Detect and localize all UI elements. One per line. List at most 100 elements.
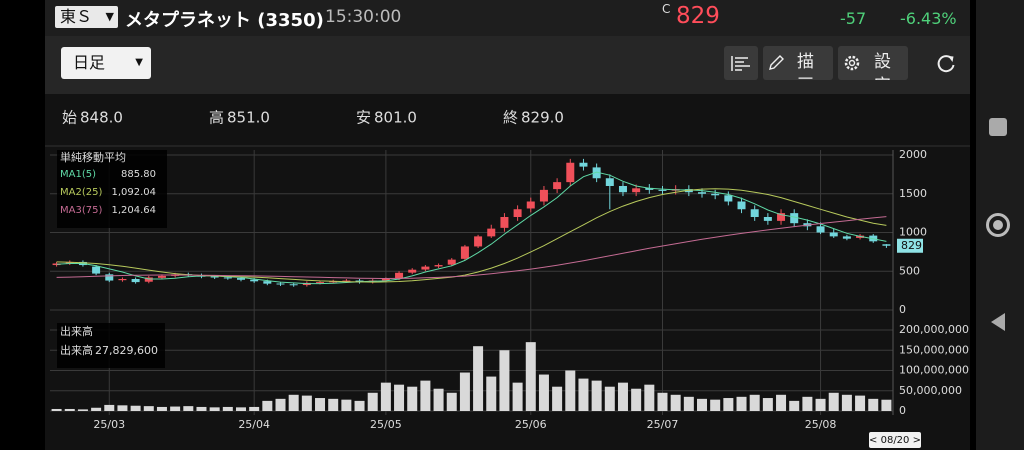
volume-bar	[710, 399, 721, 411]
volume-bar	[341, 399, 352, 411]
candle-body	[816, 226, 825, 233]
candle-body	[724, 195, 733, 202]
back-button[interactable]	[988, 311, 1008, 333]
volume-tick-label: 200,000,000	[899, 323, 969, 336]
volume-bar	[670, 394, 681, 411]
volume-bar	[249, 406, 260, 411]
y-tick-label: 1500	[899, 187, 927, 200]
candle-body	[566, 162, 575, 183]
volume-bar	[209, 407, 220, 411]
toolbar: 日足▼ 描画 設定	[45, 36, 970, 94]
candle-body	[342, 280, 351, 282]
candle-body	[698, 192, 707, 194]
volume-bar	[815, 398, 826, 411]
change: -57	[840, 9, 867, 28]
volume-bar	[130, 405, 141, 411]
volume-bar	[749, 394, 760, 411]
ma-legend-bg	[57, 150, 167, 228]
volume-bar	[288, 394, 299, 411]
x-tick-label: 25/03	[93, 418, 125, 431]
volume-bar	[802, 396, 813, 411]
candle-body	[447, 259, 456, 265]
y-tick-label: 500	[899, 264, 920, 277]
x-tick-label: 25/06	[515, 418, 547, 431]
price-tag	[897, 238, 923, 253]
candle-body	[882, 244, 891, 246]
legend-name: MA2(25)	[60, 187, 102, 198]
candle-body	[737, 201, 746, 210]
candle-body	[421, 266, 430, 270]
header-bar: 東Ｓ ▼ メタプラネット (3350) 15:30:00 C 829 -57 -6…	[45, 0, 970, 36]
settings-label: 設定	[874, 52, 891, 80]
volume-bar	[275, 398, 286, 411]
candle-body	[592, 167, 601, 179]
candle-body	[526, 201, 535, 209]
candle-body	[658, 189, 667, 191]
candle-body	[842, 236, 851, 239]
volume-bar	[446, 392, 457, 411]
volume-bar	[591, 380, 602, 411]
y-tick-label: 1000	[899, 226, 927, 239]
candle-body	[289, 284, 298, 286]
exchange-select[interactable]: 東Ｓ ▼	[55, 6, 118, 28]
indicator-button[interactable]	[724, 46, 758, 80]
ohlc-value: 848.0	[80, 109, 123, 127]
volume-bar	[196, 406, 207, 411]
time: 15:30:00	[325, 7, 402, 27]
candle-body	[632, 188, 641, 193]
volume-bar	[736, 396, 747, 411]
selected-date: < 08/20 >	[869, 435, 921, 446]
legend-name: MA3(75)	[60, 205, 102, 216]
candle-body	[553, 182, 562, 190]
candle-body	[157, 275, 166, 278]
volume-bar	[683, 396, 694, 411]
home-button[interactable]	[986, 213, 1010, 237]
volume-bar	[301, 395, 312, 411]
volume-legend-bg	[57, 323, 165, 368]
candle-body	[329, 281, 338, 283]
pencil-icon	[769, 55, 784, 70]
candle-body	[395, 272, 404, 279]
refresh-button[interactable]	[935, 53, 957, 75]
volume-bar	[380, 382, 391, 411]
candle-body	[210, 276, 219, 278]
recents-button[interactable]	[989, 118, 1007, 136]
candle-body	[118, 279, 127, 281]
volume-bar	[617, 382, 628, 411]
android-nav	[976, 0, 1024, 450]
volume-bar	[868, 398, 879, 411]
ohlc-value: 851.0	[227, 109, 270, 127]
volume-bar	[407, 386, 418, 411]
ma-line	[56, 216, 887, 280]
change-pct: -6.43%	[900, 9, 957, 28]
volume-bar	[552, 386, 563, 411]
volume-bar	[262, 400, 273, 411]
volume-bar	[235, 407, 246, 411]
volume-bar	[525, 342, 536, 411]
candle-body	[645, 187, 654, 190]
volume-bar	[855, 395, 866, 411]
candle-body	[500, 217, 509, 228]
candle-body	[250, 279, 259, 282]
settings-button[interactable]: 設定	[838, 46, 908, 80]
volume-bar	[631, 388, 642, 411]
volume-tick-label: 100,000,000	[899, 364, 969, 377]
period-select[interactable]: 日足 ▼	[61, 47, 151, 79]
ohlc-label: 高	[209, 109, 224, 127]
volume-bar	[473, 346, 484, 411]
volume-bar	[459, 372, 470, 411]
volume-bar	[170, 406, 181, 411]
price: 829	[676, 3, 720, 29]
volume-bar	[222, 406, 233, 411]
indicator-icon	[731, 56, 750, 71]
legend-name: MA1(5)	[60, 169, 96, 180]
exchange: 東Ｓ	[60, 7, 93, 26]
candle-body	[131, 279, 140, 283]
draw-button[interactable]: 描画	[763, 46, 833, 80]
candle-body	[618, 186, 627, 193]
ma-legend-title: 単純移動平均	[60, 150, 126, 164]
volume-bar	[104, 404, 115, 411]
volume-bar	[486, 376, 497, 411]
draw-label: 描画	[797, 52, 814, 80]
volume-tick-label: 50,000,000	[899, 384, 962, 397]
